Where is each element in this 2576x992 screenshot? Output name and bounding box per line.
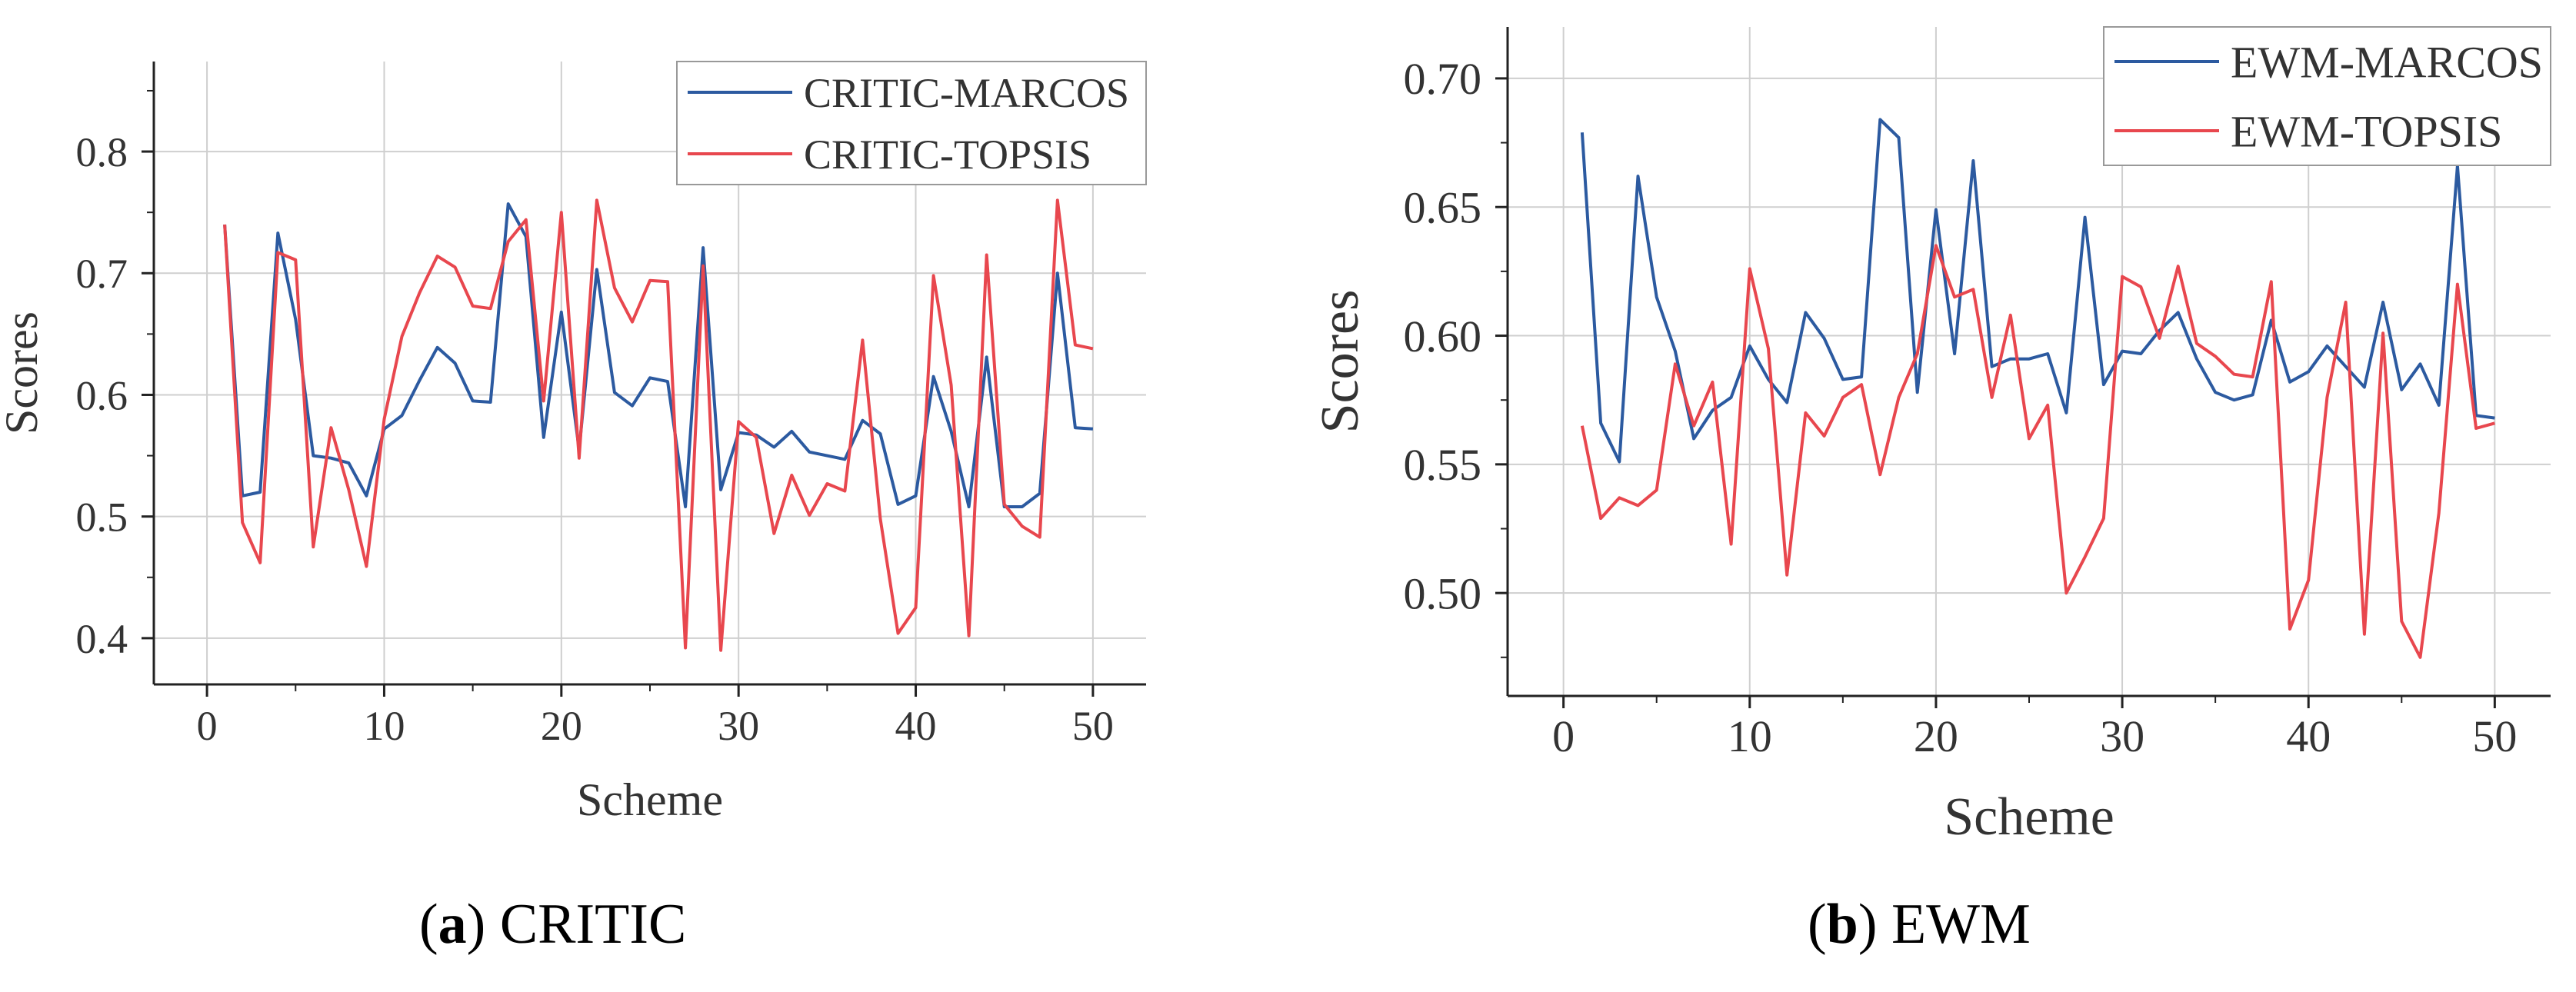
caption-a-name: CRITIC (499, 893, 687, 956)
chart-b-series-topsis-line (1580, 244, 2495, 659)
chart-a-series-topsis-line (223, 198, 1094, 652)
chart-b-ytick-label: 0.65 (1404, 183, 1482, 233)
chart-b: 0 10 20 30 40 50 0.50 0.55 0.60 0.65 0.70 Scheme Sco… (1311, 26, 2551, 847)
chart-b-ytick-label: 0.55 (1404, 440, 1482, 490)
caption-a: (a) CRITIC (419, 893, 687, 956)
chart-b-legend-label: EWM-TOPSIS (2231, 106, 2502, 156)
chart-b-xtick-label: 30 (2100, 711, 2144, 761)
chart-a-legend (676, 61, 1147, 185)
chart-b-xtick-label: 10 (1728, 711, 1772, 761)
chart-b-legend (2103, 26, 2551, 166)
chart-b-xtick-label: 20 (1914, 711, 1958, 761)
chart-a: 0 10 20 30 40 50 0.4 0.5 0.6 0.7 0.8 Scheme Scores CR… (0, 61, 1147, 825)
caption-a-letter: a (438, 893, 467, 956)
caption-b-letter: b (1826, 893, 1858, 956)
chart-b-ytick-label: 0.70 (1404, 54, 1482, 104)
chart-b-xtick-label: 0 (1552, 711, 1575, 761)
chart-a-ytick-label: 0.7 (76, 251, 128, 297)
chart-a-ytick-label: 0.6 (76, 372, 128, 418)
chart-a-legend-label: CRITIC-TOPSIS (804, 131, 1091, 178)
chart-a-ytick-label: 0.8 (76, 129, 128, 175)
chart-a-y-axis-label: Scores (0, 311, 47, 434)
chart-a-xtick-label: 0 (197, 703, 218, 749)
chart-a-xtick-label: 10 (363, 703, 405, 749)
chart-a-x-axis-label: Scheme (577, 774, 723, 825)
chart-b-x-axis-label: Scheme (1944, 787, 2114, 847)
chart-b-ytick-label: 0.60 (1404, 311, 1482, 361)
chart-b-legend-label: EWM-MARCOS (2231, 37, 2543, 87)
caption-b: (b) EWM (1808, 893, 2031, 956)
chart-a-xtick-label: 40 (895, 703, 937, 749)
chart-a-xtick-label: 50 (1072, 703, 1114, 749)
chart-b-ytick-label: 0.50 (1404, 568, 1482, 618)
chart-b-series-marcos-line (1580, 118, 2495, 464)
chart-a-ytick-label: 0.5 (76, 494, 128, 541)
chart-b-xtick-label: 40 (2286, 711, 2331, 761)
chart-a-legend-label: CRITIC-MARCOS (804, 70, 1129, 116)
caption-b-name: EWM (1891, 893, 2031, 956)
chart-a-xtick-label: 30 (718, 703, 759, 749)
chart-a-xtick-label: 20 (541, 703, 582, 749)
chart-b-y-axis-label: Scores (1311, 290, 1370, 434)
chart-a-series-marcos-line (223, 202, 1094, 508)
chart-a-ytick-label: 0.4 (76, 616, 128, 662)
chart-b-xtick-label: 50 (2472, 711, 2517, 761)
